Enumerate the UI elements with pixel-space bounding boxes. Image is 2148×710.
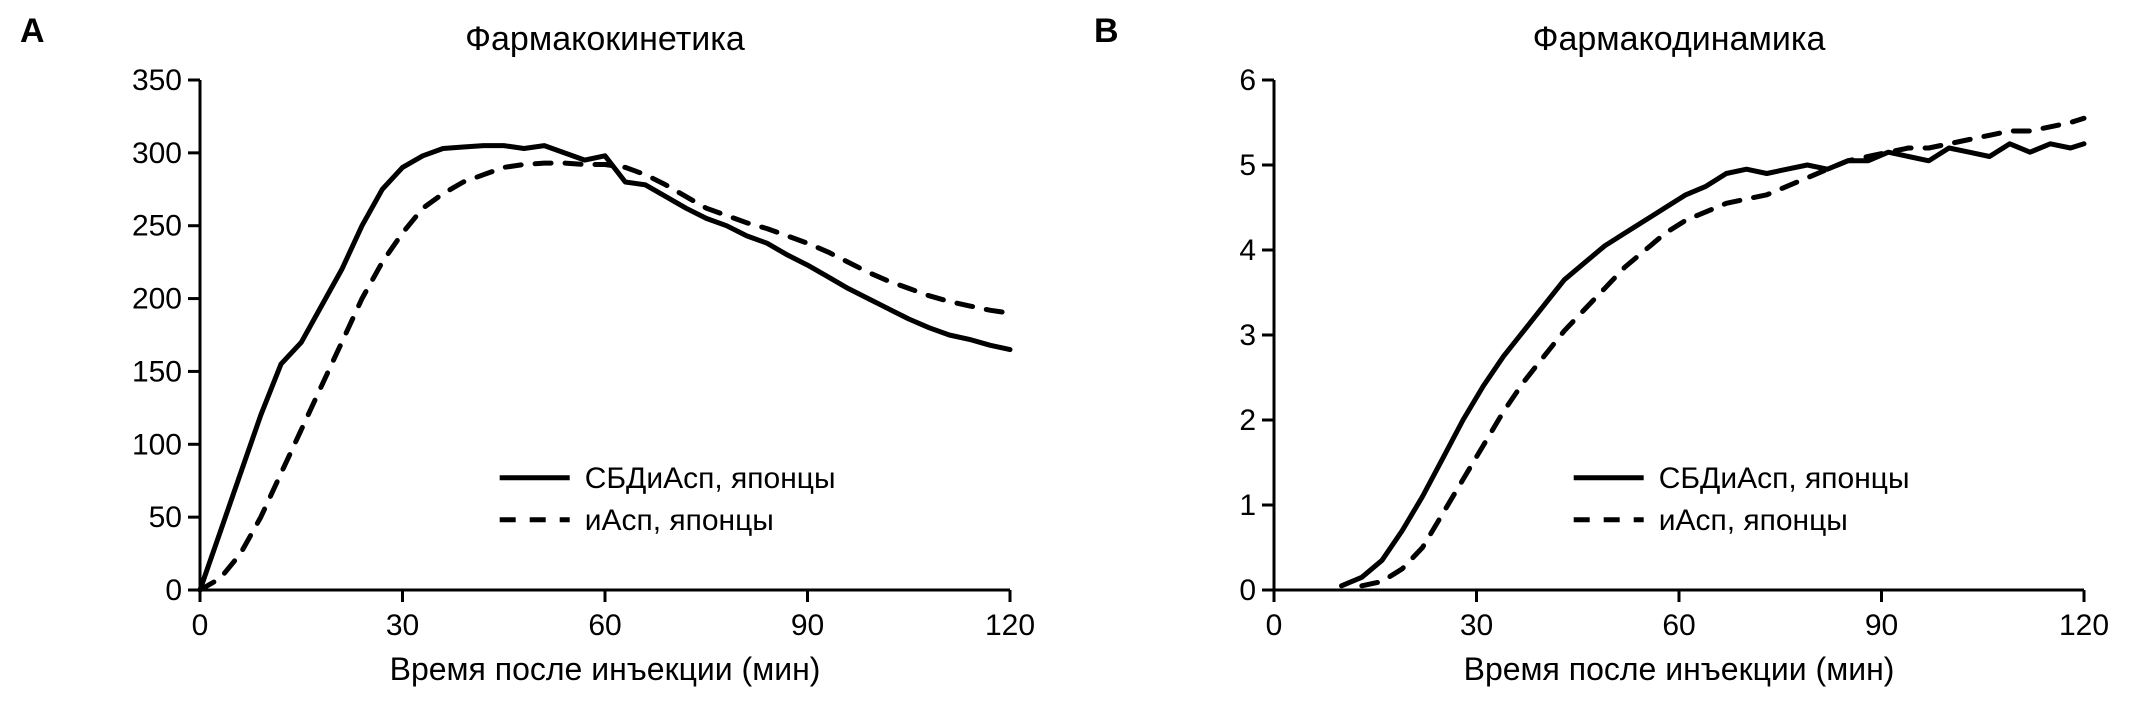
svg-text:300: 300 (132, 137, 182, 170)
svg-text:Фармакодинамика: Фармакодинамика (1533, 20, 1826, 58)
svg-text:Время после инъекции (мин): Время после инъекции (мин) (390, 651, 821, 687)
svg-text:60: 60 (1662, 609, 1695, 642)
svg-text:100: 100 (132, 428, 182, 461)
panel-b: B Фармакодинамика 0 30 60 90 120 0 1 2 3 4 5 6 Время … (1074, 0, 2148, 710)
svg-text:30: 30 (1460, 609, 1493, 642)
svg-text:90: 90 (1865, 609, 1898, 642)
svg-text:60: 60 (588, 609, 621, 642)
figure-wrap: A Фармакокинетика03060901200501001502002… (0, 0, 2148, 710)
svg-text:30: 30 (386, 609, 419, 642)
svg-text:иАсп, японцы: иАсп, японцы (1659, 504, 1848, 537)
panel-letter-b: B (1094, 12, 1119, 51)
svg-text:120: 120 (2059, 609, 2109, 642)
svg-text:иАсп, японцы: иАсп, японцы (585, 504, 774, 537)
svg-text:50: 50 (149, 501, 182, 534)
svg-text:СБДиАсп, японцы: СБДиАсп, японцы (1659, 462, 1910, 495)
svg-text:6: 6 (1239, 64, 1256, 97)
svg-text:0: 0 (165, 574, 182, 607)
svg-text:200: 200 (132, 283, 182, 316)
svg-text:0: 0 (1239, 574, 1256, 607)
svg-text:Время после инъекции (мин): Время после инъекции (мин) (1464, 651, 1895, 687)
svg-text:120: 120 (985, 609, 1035, 642)
svg-text:0: 0 (1266, 609, 1283, 642)
panel-a: A Фармакокинетика 0 30 60 90 120 0 50 100 150 200 2… (0, 0, 1074, 710)
svg-text:250: 250 (132, 210, 182, 243)
svg-text:3: 3 (1239, 319, 1256, 352)
chart-b-holder: Фармакодинамика 0 30 60 90 120 0 1 2 3 4 5 6 Время по… (1144, 10, 2124, 700)
svg-text:1: 1 (1239, 489, 1256, 522)
svg-text:0: 0 (192, 609, 209, 642)
chart-a-holder: Фармакокинетика 0 30 60 90 120 0 50 100 150 200 250… (70, 10, 1050, 700)
svg-text:350: 350 (132, 64, 182, 97)
svg-text:2: 2 (1239, 404, 1256, 437)
panel-letter-a: A (20, 12, 45, 51)
svg-text:150: 150 (132, 355, 182, 388)
svg-text:4: 4 (1239, 234, 1256, 267)
svg-text:90: 90 (791, 609, 824, 642)
svg-text:Фармакокинетика: Фармакокинетика (465, 20, 745, 58)
svg-text:СБДиАсп, японцы: СБДиАсп, японцы (585, 462, 836, 495)
svg-text:5: 5 (1239, 149, 1256, 182)
